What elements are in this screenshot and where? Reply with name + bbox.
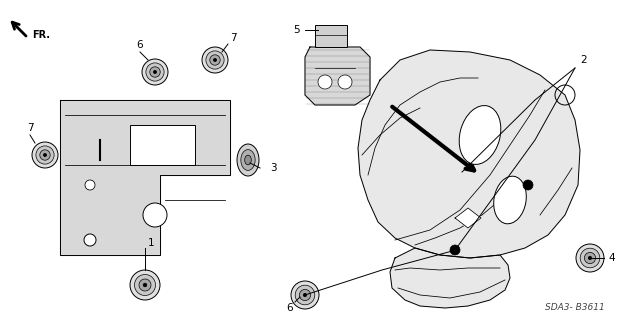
Circle shape [576,244,604,272]
Circle shape [206,51,224,69]
Circle shape [134,275,156,295]
Ellipse shape [237,144,259,176]
Ellipse shape [459,106,501,164]
Text: 6: 6 [137,40,143,50]
Ellipse shape [244,155,252,165]
Polygon shape [455,208,481,228]
Circle shape [303,293,307,297]
Ellipse shape [493,176,526,224]
Circle shape [318,75,332,89]
Circle shape [32,142,58,168]
Circle shape [139,279,151,291]
Ellipse shape [241,150,255,170]
Circle shape [214,58,216,62]
Text: 5: 5 [293,25,300,35]
Text: 1: 1 [148,238,155,248]
Bar [315,25,347,47]
Text: 3: 3 [270,163,276,173]
Circle shape [300,289,310,300]
Circle shape [202,47,228,73]
Bar [130,125,195,165]
Circle shape [130,270,160,300]
Circle shape [291,281,319,309]
Circle shape [295,285,315,305]
Text: 2: 2 [580,55,587,65]
Text: 4: 4 [608,253,614,263]
Circle shape [450,245,460,255]
Circle shape [143,203,167,227]
Text: FR.: FR. [32,30,50,40]
Text: SDA3- B3611: SDA3- B3611 [545,303,605,313]
Circle shape [210,55,220,65]
Circle shape [580,248,600,268]
Circle shape [338,75,352,89]
Circle shape [84,234,96,246]
Text: 7: 7 [230,33,237,43]
Circle shape [36,146,54,164]
Circle shape [523,180,533,190]
Circle shape [154,70,157,74]
Circle shape [44,153,47,157]
Circle shape [40,150,50,160]
Text: 7: 7 [27,123,33,133]
Circle shape [146,63,164,81]
Circle shape [584,252,596,263]
Circle shape [150,67,160,77]
Polygon shape [305,47,370,105]
Circle shape [143,283,147,287]
Polygon shape [358,50,580,258]
Text: 6: 6 [287,303,293,313]
Circle shape [85,180,95,190]
Polygon shape [60,100,230,255]
Circle shape [588,256,591,260]
Circle shape [142,59,168,85]
Polygon shape [390,248,510,308]
